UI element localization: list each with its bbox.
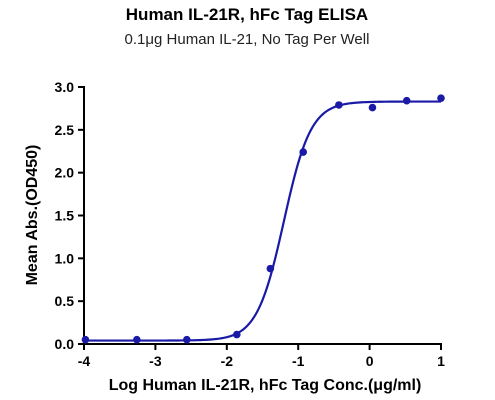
- y-tick-label: 2.0: [55, 165, 75, 181]
- x-tick-label: -3: [149, 353, 162, 369]
- data-point: [299, 148, 307, 156]
- y-tick-label: 0.5: [55, 293, 75, 309]
- x-tick-label: 0: [366, 353, 374, 369]
- data-point: [232, 330, 241, 339]
- x-tick-label: -4: [78, 353, 91, 369]
- data-point: [81, 335, 90, 344]
- data-point: [402, 96, 411, 105]
- y-tick-label: 1.0: [55, 250, 75, 266]
- x-tick-label: -1: [292, 353, 305, 369]
- data-point: [437, 94, 445, 102]
- data-point: [368, 103, 377, 112]
- x-tick-label: -2: [221, 353, 234, 369]
- y-axis-label: Mean Abs.(OD450): [24, 145, 41, 286]
- y-ticks: 0.0 0.5 1.0 1.5 2.0 2.5 3.0: [55, 79, 84, 352]
- y-tick-label: 2.5: [55, 122, 75, 138]
- axes: [83, 86, 442, 345]
- chart-subtitle: 0.1μg Human IL-21, No Tag Per Well: [125, 31, 370, 48]
- data-point: [266, 264, 275, 273]
- x-axis-label: Log Human IL-21R, hFc Tag Conc.(μg/ml): [109, 377, 422, 394]
- y-tick-label: 0.0: [55, 336, 75, 352]
- x-ticks: -4 -3 -2 -1 0 1: [78, 344, 445, 369]
- y-tick-label: 1.5: [55, 208, 75, 224]
- data-point: [133, 335, 141, 344]
- fit-curve: [84, 100, 441, 342]
- data-point: [335, 101, 343, 109]
- chart-title: Human IL-21R, hFc Tag ELISA: [126, 5, 368, 24]
- data-points: [81, 94, 445, 344]
- y-tick-label: 3.0: [55, 79, 75, 95]
- x-tick-label: 1: [437, 353, 445, 369]
- data-point: [183, 335, 191, 344]
